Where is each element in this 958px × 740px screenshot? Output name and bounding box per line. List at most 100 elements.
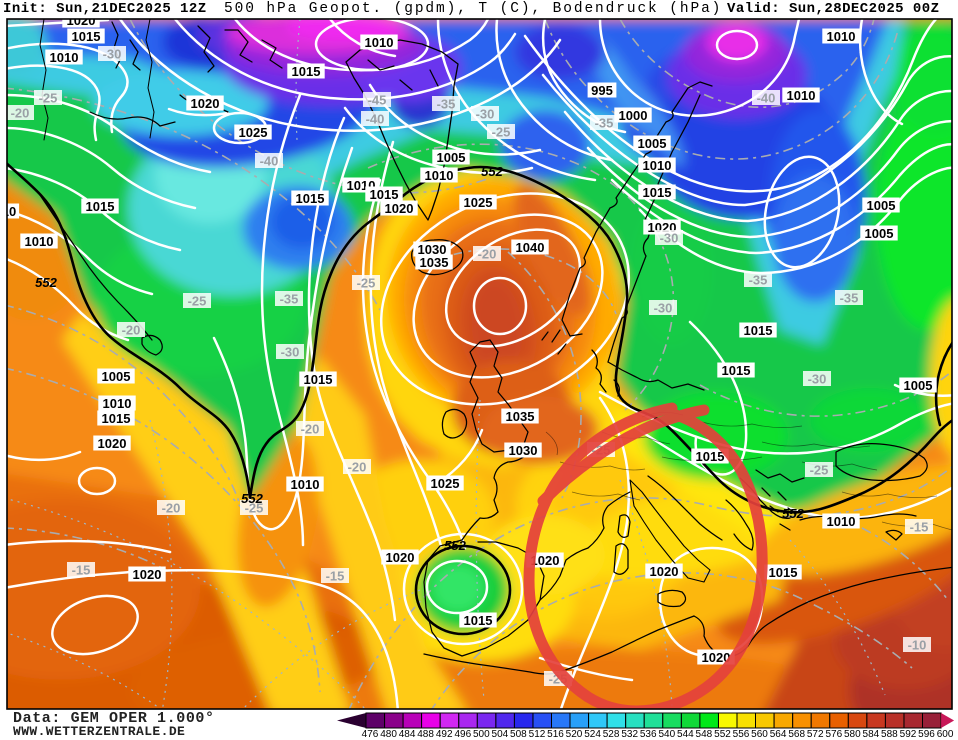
svg-text:-30: -30 [654,301,673,316]
svg-text:1025: 1025 [464,195,493,210]
svg-text:524: 524 [584,729,601,740]
svg-text:552: 552 [35,275,57,290]
svg-text:496: 496 [454,729,471,740]
svg-text:540: 540 [658,729,675,740]
svg-text:572: 572 [807,729,824,740]
svg-text:-20: -20 [301,422,320,437]
svg-text:484: 484 [399,729,416,740]
svg-text:576: 576 [825,729,842,740]
svg-text:1020: 1020 [702,650,731,665]
svg-text:1025: 1025 [239,125,268,140]
svg-text:1010: 1010 [365,35,394,50]
svg-text:536: 536 [640,729,657,740]
svg-text:1005: 1005 [437,150,466,165]
svg-text:1005: 1005 [865,226,894,241]
svg-text:-30: -30 [476,107,495,122]
svg-text:1020: 1020 [191,96,220,111]
svg-text:600: 600 [937,729,954,740]
svg-text:-40: -40 [366,112,385,127]
svg-text:1005: 1005 [904,378,933,393]
svg-text:-20: -20 [348,460,367,475]
svg-text:1015: 1015 [86,199,115,214]
svg-text:1010: 1010 [827,29,856,44]
svg-text:1015: 1015 [464,613,493,628]
svg-text:-10: -10 [908,638,927,653]
svg-text:-20: -20 [122,323,141,338]
svg-text:-35: -35 [280,292,299,307]
svg-text:-40: -40 [260,154,279,169]
svg-text:1015: 1015 [370,187,399,202]
svg-text:1010: 1010 [50,50,79,65]
svg-text:556: 556 [733,729,750,740]
svg-text:1020: 1020 [531,553,560,568]
svg-text:1010: 1010 [103,396,132,411]
svg-text:588: 588 [881,729,898,740]
svg-text:1010: 1010 [643,158,672,173]
svg-text:552: 552 [782,506,804,521]
svg-text:500: 500 [473,729,490,740]
svg-text:1010: 1010 [291,477,320,492]
svg-text:-30: -30 [660,231,679,246]
svg-text:1005: 1005 [638,136,667,151]
svg-text:1010: 1010 [25,234,54,249]
svg-text:1020: 1020 [98,436,127,451]
svg-text:1015: 1015 [72,29,101,44]
svg-text:568: 568 [788,729,805,740]
svg-text:-25: -25 [39,91,58,106]
svg-text:1000: 1000 [619,108,648,123]
svg-text:516: 516 [547,729,564,740]
svg-text:-30: -30 [103,47,122,62]
svg-text:-30: -30 [808,372,827,387]
svg-text:584: 584 [863,729,880,740]
svg-text:488: 488 [417,729,434,740]
svg-text:-15: -15 [326,569,345,584]
svg-text:-25: -25 [810,463,829,478]
svg-text:520: 520 [566,729,583,740]
svg-text:552: 552 [444,538,466,553]
svg-text:548: 548 [696,729,713,740]
svg-text:508: 508 [510,729,527,740]
svg-text:-15: -15 [72,563,91,578]
svg-text:-30: -30 [281,345,300,360]
svg-text:580: 580 [844,729,861,740]
svg-text:-20: -20 [162,501,181,516]
svg-text:1015: 1015 [696,449,725,464]
svg-text:-35: -35 [595,116,614,131]
svg-text:-25: -25 [245,501,264,516]
svg-text:544: 544 [677,729,694,740]
svg-text:1010: 1010 [827,514,856,529]
svg-text:512: 512 [529,729,546,740]
svg-text:528: 528 [603,729,620,740]
svg-text:-40: -40 [757,91,776,106]
svg-text:532: 532 [621,729,638,740]
svg-text:1025: 1025 [431,476,460,491]
svg-text:1015: 1015 [102,411,131,426]
svg-text:-45: -45 [368,93,387,108]
svg-text:1010: 1010 [787,88,816,103]
svg-text:1020: 1020 [386,550,415,565]
svg-text:-15: -15 [910,520,929,535]
svg-text:1005: 1005 [867,198,896,213]
svg-text:596: 596 [918,729,935,740]
svg-text:560: 560 [751,729,768,740]
svg-text:1020: 1020 [67,13,96,28]
svg-text:-25: -25 [492,125,511,140]
svg-text:552: 552 [241,491,263,506]
svg-text:564: 564 [770,729,787,740]
svg-text:1015: 1015 [722,363,751,378]
svg-text:480: 480 [380,729,397,740]
svg-text:10: 10 [2,204,16,219]
svg-text:476: 476 [362,729,379,740]
svg-text:1005: 1005 [102,369,131,384]
svg-text:592: 592 [900,729,917,740]
svg-text:-20: -20 [478,247,497,262]
svg-text:-35: -35 [749,273,768,288]
svg-text:1020: 1020 [650,564,679,579]
svg-text:-25: -25 [188,294,207,309]
svg-text:1015: 1015 [292,64,321,79]
svg-text:1015: 1015 [744,323,773,338]
svg-text:1040: 1040 [516,240,545,255]
svg-text:1020: 1020 [133,567,162,582]
svg-text:-25: -25 [357,276,376,291]
svg-text:1015: 1015 [769,565,798,580]
